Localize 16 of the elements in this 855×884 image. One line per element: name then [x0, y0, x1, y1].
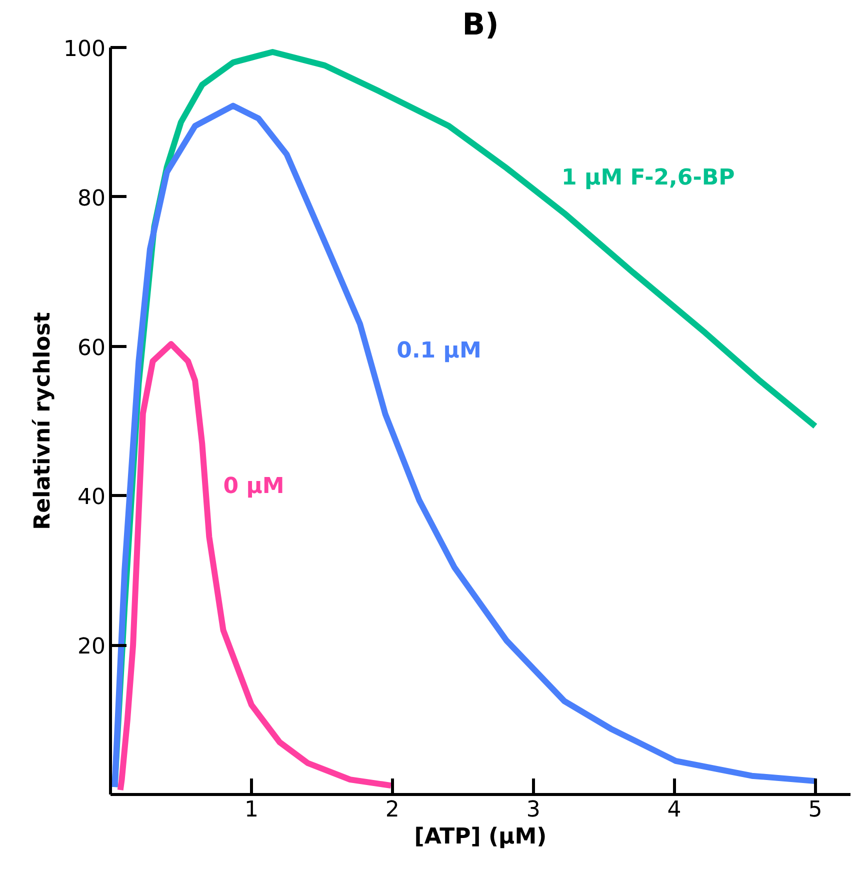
- series-label: 0 µM: [223, 474, 284, 500]
- x-tick-label: 4: [667, 798, 682, 822]
- series-label: 1 µM F-2,6-BP: [562, 166, 735, 191]
- y-tick-label: 80: [78, 186, 106, 212]
- chart-title: B): [462, 8, 499, 42]
- x-tick-label: 2: [385, 798, 400, 822]
- y-axis-title: Relativní rychlost: [30, 312, 56, 530]
- y-tick-label: 20: [78, 634, 106, 660]
- series-label: 0.1 µM: [396, 338, 482, 364]
- x-tick-label: 1: [244, 798, 258, 822]
- x-axis-title: [ATP] (µM): [414, 824, 547, 850]
- y-tick-label: 60: [78, 336, 106, 361]
- y-tick-label: 100: [64, 37, 106, 62]
- y-tick-label: 40: [78, 485, 106, 510]
- x-tick-label: 3: [526, 798, 540, 822]
- x-tick-label: 5: [808, 798, 822, 822]
